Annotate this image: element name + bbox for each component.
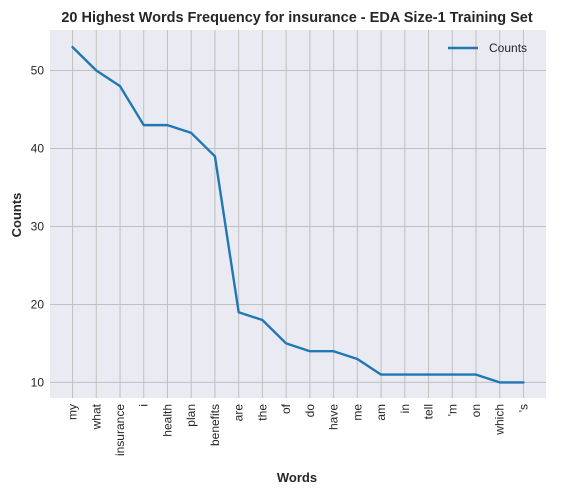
x-tick-label: benefits bbox=[208, 404, 222, 446]
x-tick-label: 'm bbox=[445, 404, 459, 416]
x-tick-label: me bbox=[350, 404, 364, 421]
x-tick-label: insurance bbox=[113, 404, 127, 456]
y-axis-label: Counts bbox=[9, 193, 24, 238]
x-axis-label: Words bbox=[277, 470, 317, 485]
x-tick-label: on bbox=[469, 404, 483, 417]
x-tick-label: my bbox=[66, 404, 80, 420]
x-tick-label: do bbox=[303, 404, 317, 418]
x-tick-label: the bbox=[255, 404, 269, 421]
y-axis-tick-labels: 10 20 30 40 50 bbox=[31, 64, 45, 390]
chart-title: 20 Highest Words Frequency for insurance… bbox=[61, 10, 533, 26]
plot-area bbox=[50, 30, 546, 398]
y-tick-label: 10 bbox=[31, 375, 45, 389]
x-tick-label: plan bbox=[184, 404, 198, 427]
y-tick-label: 40 bbox=[31, 142, 45, 156]
x-axis-tick-labels: my what insurance i health plan benefits are the… bbox=[66, 403, 531, 456]
x-tick-label: tell bbox=[422, 404, 436, 419]
series-line-counts bbox=[71, 45, 525, 384]
y-tick-label: 50 bbox=[31, 64, 45, 78]
y-tick-label: 30 bbox=[31, 219, 45, 233]
x-tick-label: what bbox=[89, 403, 103, 430]
x-tick-label: have bbox=[327, 404, 341, 430]
x-tick-label: are bbox=[232, 404, 246, 422]
x-tick-label: of bbox=[279, 403, 293, 414]
legend-label-counts: Counts bbox=[489, 41, 527, 55]
x-tick-label: 's bbox=[516, 404, 530, 412]
horizontal-gridlines bbox=[50, 70, 546, 383]
y-tick-label: 20 bbox=[31, 297, 45, 311]
x-tick-label: in bbox=[398, 404, 412, 413]
x-tick-label: health bbox=[160, 404, 174, 437]
legend: Counts bbox=[448, 41, 527, 55]
x-tick-label: which bbox=[493, 404, 507, 436]
x-tick-label: am bbox=[374, 404, 388, 421]
vertical-gridlines bbox=[72, 30, 524, 398]
x-tick-label: i bbox=[137, 404, 151, 407]
